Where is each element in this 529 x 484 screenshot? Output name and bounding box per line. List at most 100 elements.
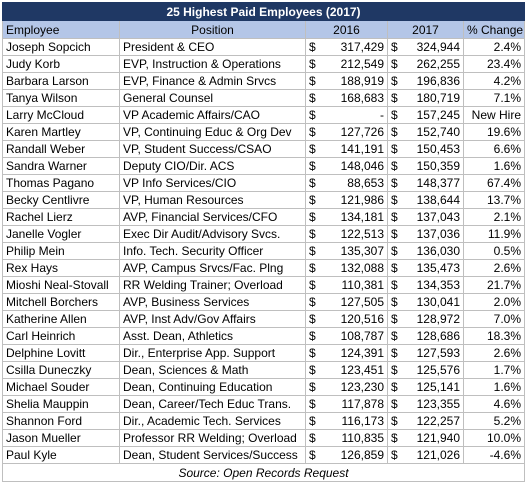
pct-change-cell: New Hire	[463, 106, 525, 124]
currency-symbol: $	[309, 74, 316, 88]
salary-2017-cell: $138,644	[387, 191, 464, 209]
money-wrap: $124,391	[309, 346, 384, 361]
employee-cell: Becky Centlivre	[2, 191, 120, 209]
data-row: Joseph Sopcich President & CEO $317,429 $32…	[2, 38, 525, 56]
salary-value: 180,719	[416, 91, 460, 105]
header-cell: Employee	[2, 20, 120, 39]
money-wrap: $180,719	[391, 91, 460, 106]
currency-symbol: $	[391, 397, 398, 411]
money-wrap: $134,353	[391, 278, 460, 293]
employee-cell: Mitchell Borchers	[2, 293, 120, 311]
salary-2017-cell: $125,141	[387, 378, 464, 396]
currency-symbol: $	[309, 227, 316, 241]
salary-value: 88,653	[347, 176, 384, 190]
currency-symbol: $	[309, 159, 316, 173]
position-cell: AVP, Campus Srvcs/Fac. Plng	[119, 259, 306, 277]
currency-symbol: $	[391, 295, 398, 309]
salary-2016-cell: $120,516	[305, 310, 388, 328]
money-wrap: $132,088	[309, 261, 384, 276]
employee-cell: Janelle Vogler	[2, 225, 120, 243]
employee-cell: Jason Mueller	[2, 429, 120, 447]
salary-value: 148,377	[416, 176, 460, 190]
money-wrap: $121,986	[309, 193, 384, 208]
currency-symbol: $	[391, 74, 398, 88]
data-row: Rex Hays AVP, Campus Srvcs/Fac. Plng $132,…	[2, 259, 525, 277]
employee-cell: Katherine Allen	[2, 310, 120, 328]
position-cell: Dean, Continuing Education	[119, 378, 306, 396]
data-row: Shelia Mauppin Dean, Career/Tech Educ Tra…	[2, 395, 525, 413]
data-row: Mioshi Neal-Stovall RR Welding Trainer; O…	[2, 276, 525, 294]
data-row: Paul Kyle Dean, Student Services/Success $…	[2, 446, 525, 464]
position-cell: Info. Tech. Security Officer	[119, 242, 306, 260]
salary-value: 127,726	[340, 125, 384, 139]
salary-value: 137,036	[416, 227, 460, 241]
currency-symbol: $	[391, 125, 398, 139]
salary-value: 121,026	[416, 448, 460, 462]
data-row: Barbara Larson EVP, Finance & Admin Srvcs…	[2, 72, 525, 90]
currency-symbol: $	[391, 380, 398, 394]
pct-change-cell: 1.6%	[463, 157, 525, 175]
data-row: Philip Mein Info. Tech. Security Officer $…	[2, 242, 525, 260]
salary-2016-cell: $124,391	[305, 344, 388, 362]
salary-2016-cell: $110,835	[305, 429, 388, 447]
currency-symbol: $	[391, 193, 398, 207]
source-note: Source: Open Records Request	[2, 463, 525, 482]
currency-symbol: $	[309, 329, 316, 343]
money-wrap: $136,030	[391, 244, 460, 259]
position-cell: RR Welding Trainer; Overload	[119, 276, 306, 294]
money-wrap: $122,257	[391, 414, 460, 429]
data-row: Jason Mueller Professor RR Welding; Overl…	[2, 429, 525, 447]
currency-symbol: $	[309, 414, 316, 428]
salary-2017-cell: $127,593	[387, 344, 464, 362]
salary-2017-cell: $136,030	[387, 242, 464, 260]
money-wrap: $324,944	[391, 40, 460, 55]
position-cell: VP Info Services/CIO	[119, 174, 306, 192]
salary-2017-cell: $123,355	[387, 395, 464, 413]
salary-2016-cell: $141,191	[305, 140, 388, 158]
currency-symbol: $	[391, 414, 398, 428]
pct-change-cell: 23.4%	[463, 55, 525, 73]
data-row: Randall Weber VP, Student Success/CSAO $14…	[2, 140, 525, 158]
salary-value: 108,787	[340, 329, 384, 343]
salary-value: 128,972	[416, 312, 460, 326]
salary-2017-cell: $148,377	[387, 174, 464, 192]
currency-symbol: $	[391, 244, 398, 258]
currency-symbol: $	[391, 346, 398, 360]
data-row: Janelle Vogler Exec Dir Audit/Advisory Sv…	[2, 225, 525, 243]
header-cell: 2017	[387, 20, 464, 39]
data-row: Becky Centlivre VP, Human Resources $121,9…	[2, 191, 525, 209]
employee-cell: Tanya Wilson	[2, 89, 120, 107]
position-cell: Dir., Academic Tech. Services	[119, 412, 306, 430]
employee-cell: Mioshi Neal-Stovall	[2, 276, 120, 294]
salary-2016-cell: $123,230	[305, 378, 388, 396]
currency-symbol: $	[391, 91, 398, 105]
salary-2017-cell: $135,473	[387, 259, 464, 277]
salary-value: 117,878	[341, 397, 385, 411]
salary-2017-cell: $130,041	[387, 293, 464, 311]
currency-symbol: $	[391, 142, 398, 156]
salary-value: 123,355	[416, 397, 460, 411]
salary-value: 134,353	[416, 278, 460, 292]
employee-cell: Barbara Larson	[2, 72, 120, 90]
currency-symbol: $	[309, 57, 316, 71]
employee-cell: Randall Weber	[2, 140, 120, 158]
money-wrap: $150,359	[391, 159, 460, 174]
pct-change-cell: 2.6%	[463, 344, 525, 362]
currency-symbol: $	[309, 380, 316, 394]
salary-value: 120,516	[340, 312, 384, 326]
position-cell: Dir., Enterprise App. Support	[119, 344, 306, 362]
data-row: Mitchell Borchers AVP, Business Services $…	[2, 293, 525, 311]
currency-symbol: $	[391, 363, 398, 377]
salary-2017-cell: $134,353	[387, 276, 464, 294]
salary-2016-cell: $168,683	[305, 89, 388, 107]
position-cell: VP, Student Success/CSAO	[119, 140, 306, 158]
salary-2017-cell: $121,940	[387, 429, 464, 447]
currency-symbol: $	[309, 261, 316, 275]
currency-symbol: $	[309, 176, 316, 190]
money-wrap: $121,026	[391, 448, 460, 463]
salary-2016-cell: $126,859	[305, 446, 388, 464]
pct-change-cell: 0.5%	[463, 242, 525, 260]
currency-symbol: $	[309, 431, 316, 445]
currency-symbol: $	[309, 125, 316, 139]
